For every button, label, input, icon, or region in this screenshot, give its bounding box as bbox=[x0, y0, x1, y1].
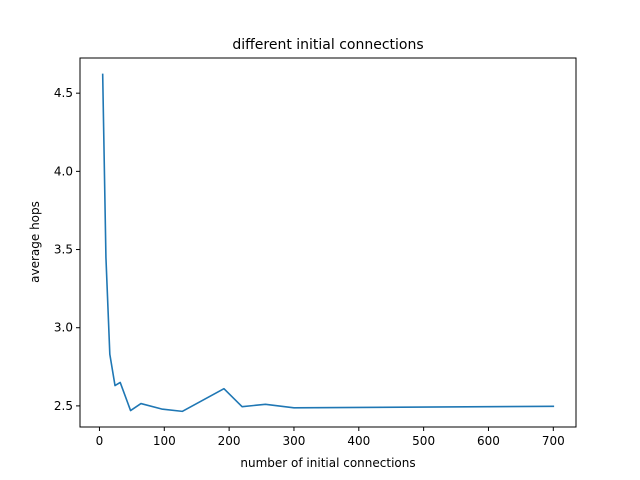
x-tick-label: 400 bbox=[347, 434, 370, 448]
series-layer bbox=[101, 73, 555, 413]
y-tick-label: 4.5 bbox=[54, 86, 73, 100]
x-tick-label: 100 bbox=[153, 434, 176, 448]
y-tick-label: 2.5 bbox=[54, 399, 73, 413]
chart-title: different initial connections bbox=[232, 37, 423, 53]
y-axis: 2.5 3.0 3.5 4.0 4.5 bbox=[54, 86, 80, 413]
y-axis-label: average hops bbox=[28, 201, 42, 283]
y-tick-label: 3.5 bbox=[54, 243, 73, 257]
x-axis: 0 100 200 300 400 500 600 700 bbox=[96, 427, 565, 448]
x-tick-label: 500 bbox=[412, 434, 435, 448]
plot-frame bbox=[79, 57, 577, 428]
x-tick-label: 0 bbox=[96, 434, 104, 448]
x-tick-label: 600 bbox=[477, 434, 500, 448]
y-tick-label: 3.0 bbox=[54, 321, 73, 335]
x-tick-label: 700 bbox=[542, 434, 565, 448]
x-axis-label: number of initial connections bbox=[240, 456, 415, 470]
y-tick-label: 4.0 bbox=[54, 164, 73, 178]
x-tick-label: 200 bbox=[218, 434, 241, 448]
x-tick-label: 300 bbox=[283, 434, 306, 448]
series-line bbox=[101, 73, 555, 413]
